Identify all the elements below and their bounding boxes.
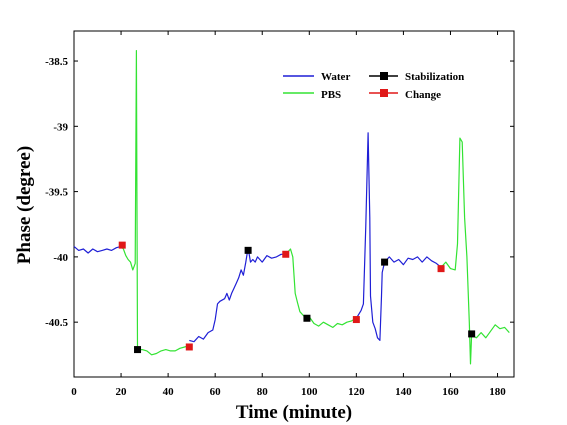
x-tick-label: 120 xyxy=(348,386,365,398)
marker-change xyxy=(118,241,126,249)
marker-layer xyxy=(118,241,476,354)
legend-swatch-stabilization-marker xyxy=(380,72,388,80)
marker-stabilization xyxy=(134,346,142,354)
x-tick-label: 60 xyxy=(210,386,222,398)
x-tick-label: 0 xyxy=(71,386,77,398)
x-ticks: 0 20 40 60 80 100 120 140 160 180 xyxy=(71,31,506,398)
marker-stabilization xyxy=(303,314,311,322)
y-tick-label: -40.5 xyxy=(45,317,68,329)
legend: Water PBS Stabilization Change xyxy=(283,71,464,101)
series-line-pbs xyxy=(120,49,190,356)
legend-label-change: Change xyxy=(405,89,441,101)
series-line-water xyxy=(355,132,442,341)
legend-label-pbs: PBS xyxy=(321,89,341,101)
marker-change xyxy=(185,343,193,351)
series-line-water xyxy=(189,247,286,343)
marker-stabilization xyxy=(468,330,476,338)
plot-frame xyxy=(73,30,515,378)
marker-change xyxy=(352,316,360,324)
x-tick-label: 180 xyxy=(489,386,506,398)
x-axis-title: Time (minute) xyxy=(236,402,352,423)
y-tick-label: -38.5 xyxy=(45,56,68,68)
marker-stabilization xyxy=(381,258,389,266)
series-line-water xyxy=(73,245,122,254)
y-axis-title: Phase (degree) xyxy=(14,146,35,264)
x-tick-label: 100 xyxy=(301,386,318,398)
x-tick-label: 40 xyxy=(163,386,175,398)
x-tick-label: 140 xyxy=(395,386,412,398)
series-line-pbs xyxy=(440,137,510,365)
marker-change xyxy=(437,265,445,273)
y-ticks: -38.5 -39 -39.5 -40 -40.5 xyxy=(45,56,514,329)
legend-swatch-change-marker xyxy=(380,89,388,97)
x-tick-label: 80 xyxy=(257,386,269,398)
legend-label-stabilization: Stabilization xyxy=(405,71,464,83)
line-layer xyxy=(73,49,510,365)
legend-label-water: Water xyxy=(321,71,350,83)
x-tick-label: 20 xyxy=(116,386,128,398)
series-line-pbs xyxy=(285,248,357,328)
y-tick-label: -40 xyxy=(53,252,68,264)
marker-change xyxy=(282,250,290,258)
y-tick-label: -39 xyxy=(53,121,68,133)
x-tick-label: 160 xyxy=(442,386,459,398)
y-tick-label: -39.5 xyxy=(45,187,68,199)
marker-stabilization xyxy=(244,246,252,254)
